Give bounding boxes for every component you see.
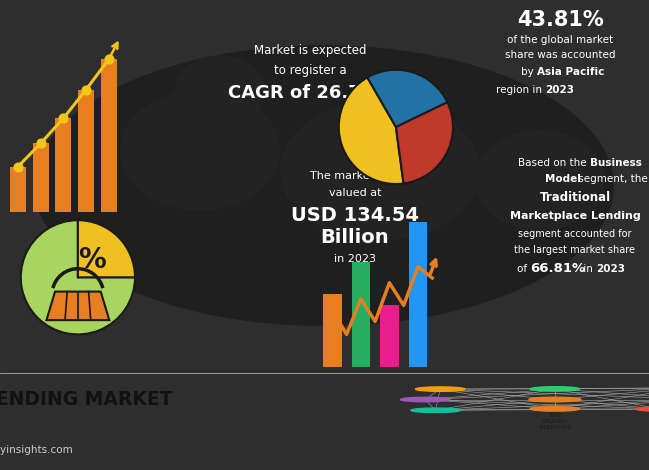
Bar [101,59,117,212]
Text: Market is expected: Market is expected [254,44,366,57]
Bar [352,262,370,367]
Ellipse shape [475,131,605,231]
Circle shape [530,407,580,411]
Text: segment accounted for: segment accounted for [519,229,631,239]
Text: in: in [580,264,596,274]
Text: Based on the: Based on the [518,157,590,168]
Circle shape [530,387,580,391]
Ellipse shape [120,90,280,211]
Text: by: by [521,67,537,77]
Point [58,115,68,122]
Point [80,86,91,94]
Text: Traditional: Traditional [539,191,611,204]
Text: valued at: valued at [329,188,381,198]
Point [103,55,114,63]
Wedge shape [78,220,135,277]
Circle shape [400,397,450,402]
Text: PEER-TO-PEER LENDING MARKET: PEER-TO-PEER LENDING MARKET [0,390,173,409]
Text: THE
BRAINY
INSIGHTS: THE BRAINY INSIGHTS [538,413,572,430]
Text: of: of [517,264,530,274]
Wedge shape [21,220,135,335]
Text: Asia Pacific: Asia Pacific [537,67,604,77]
Text: in 2023: in 2023 [334,254,376,264]
Text: 2023: 2023 [596,264,625,274]
Bar [32,143,49,212]
Text: 66.81%: 66.81% [530,262,585,275]
Text: region in: region in [496,86,545,95]
Text: %: % [79,246,106,274]
Bar [409,221,427,367]
Circle shape [529,397,581,402]
Ellipse shape [175,55,265,125]
Text: CAGR of 26.72%: CAGR of 26.72% [228,84,392,102]
Wedge shape [339,78,404,184]
Bar [380,306,398,367]
Text: USD 134.54: USD 134.54 [291,206,419,225]
Text: to register a: to register a [274,64,347,77]
Circle shape [411,408,460,413]
Text: share was accounted: share was accounted [505,50,615,60]
Ellipse shape [34,45,614,326]
Text: Billion: Billion [321,228,389,247]
Circle shape [636,407,649,411]
Ellipse shape [280,101,480,241]
Bar [78,90,94,212]
Point [12,163,23,171]
Point [35,140,45,147]
Bar [55,118,71,212]
Wedge shape [396,102,453,183]
Text: of the global market: of the global market [507,35,613,45]
Text: segment, the: segment, the [575,173,648,184]
Text: Business: Business [590,157,642,168]
Text: Marketplace Lending: Marketplace Lending [509,211,641,221]
Bar [10,167,26,212]
Text: Model: Model [545,173,581,184]
Text: www.thebrainyinsights.com: www.thebrainyinsights.com [0,445,73,455]
Text: 2023: 2023 [545,86,574,95]
Polygon shape [47,291,109,320]
Text: 43.81%: 43.81% [517,10,604,30]
Text: the largest market share: the largest market share [515,245,635,255]
Bar [323,294,341,367]
Circle shape [415,387,465,392]
Wedge shape [367,70,447,127]
Text: The market was: The market was [310,171,400,180]
